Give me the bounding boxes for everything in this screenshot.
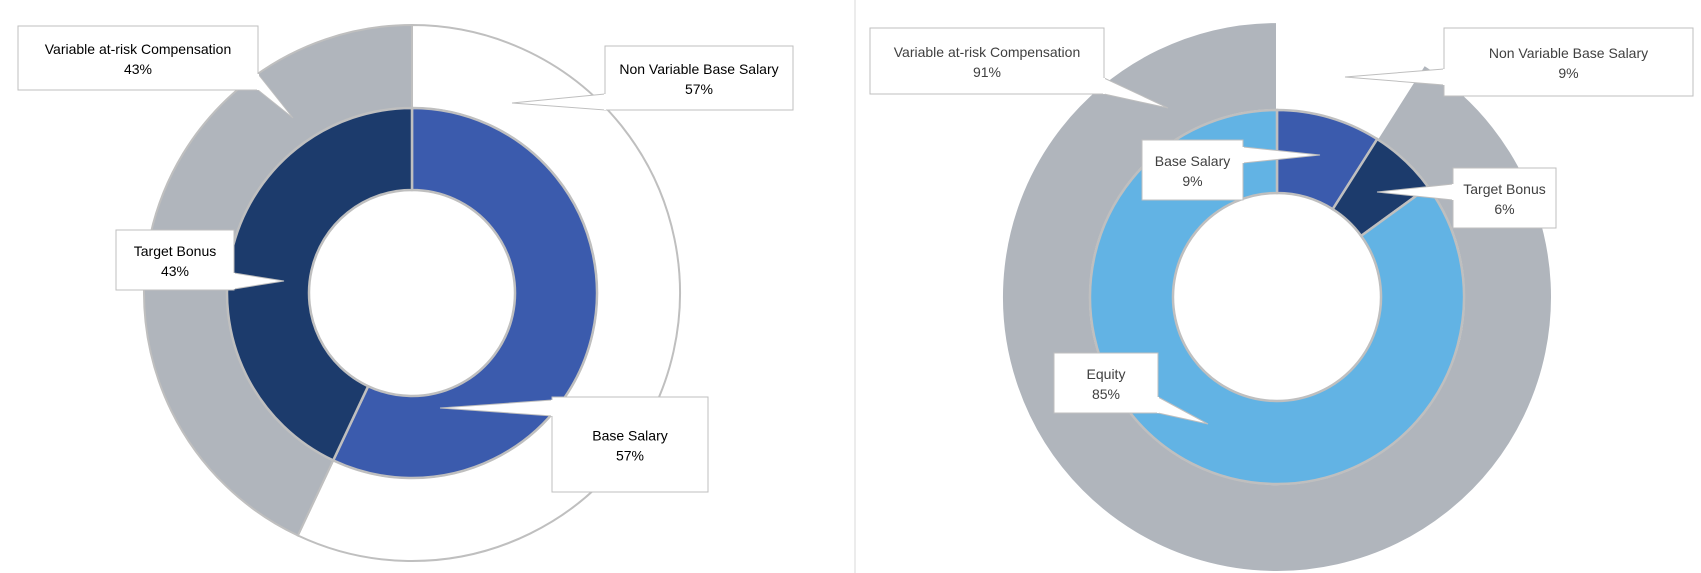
callout-label: Non Variable Base Salary <box>619 61 778 77</box>
callout-value: 9% <box>1558 65 1578 81</box>
callout-inner-base-salary: Base Salary 57% <box>439 396 709 493</box>
outer-ring-slice-variable-at-risk-compensation <box>1001 20 1553 573</box>
callout-value: 85% <box>1092 386 1120 402</box>
callout-value: 9% <box>1182 173 1202 189</box>
callout-label: Non Variable Base Salary <box>1489 45 1648 61</box>
callout-label: Base Salary <box>592 428 667 444</box>
callout-label: Target Bonus <box>1463 181 1546 197</box>
inner-ring-slice-base-salary <box>331 106 599 480</box>
callout-inner-base-salary: Base Salary 9% <box>1141 139 1321 201</box>
callout-label: Equity <box>1087 366 1126 382</box>
callout-label: Base Salary <box>1155 153 1230 169</box>
callout-box <box>604 45 794 111</box>
callout-box <box>115 229 235 291</box>
callout-box <box>551 396 709 493</box>
callout-box <box>1452 167 1557 229</box>
callout-outer-variable-at-risk-compensation: Variable at-risk Compensation 43% <box>17 25 294 119</box>
callout-value: 43% <box>124 61 152 77</box>
callout-value: 43% <box>161 263 189 279</box>
inner-ring-slice-equity <box>1088 108 1466 486</box>
callout-box <box>1443 27 1694 97</box>
callout-value: 91% <box>973 64 1001 80</box>
callout-box <box>1141 139 1244 201</box>
callout-outer-variable-at-risk-compensation: Variable at-risk Compensation 91% <box>869 27 1169 109</box>
callout-outer-non-variable-base-salary: Non Variable Base Salary 57% <box>511 45 794 111</box>
callout-outer-non-variable-base-salary: Non Variable Base Salary 9% <box>1344 27 1694 97</box>
callout-inner-target-bonus: Target Bonus 43% <box>115 229 285 291</box>
callout-box <box>17 25 259 91</box>
callout-inner-target-bonus: Target Bonus 6% <box>1376 167 1557 229</box>
callout-inner-equity: Equity 85% <box>1053 352 1209 425</box>
callout-value: 6% <box>1494 201 1514 217</box>
callout-label: Target Bonus <box>134 243 217 259</box>
callout-label: Variable at-risk Compensation <box>45 41 232 57</box>
callout-label: Variable at-risk Compensation <box>894 44 1081 60</box>
inner-ring-slice-target-bonus <box>225 106 414 463</box>
callout-box <box>869 27 1105 95</box>
chart-left-nested-donut: Non Variable Base Salary 57% Variable at-r… <box>17 23 794 562</box>
chart-right-nested-donut: Non Variable Base Salary 9% Variable at-ri… <box>869 20 1694 573</box>
callout-value: 57% <box>616 448 644 464</box>
callout-box <box>1053 352 1159 414</box>
callout-value: 57% <box>685 81 713 97</box>
